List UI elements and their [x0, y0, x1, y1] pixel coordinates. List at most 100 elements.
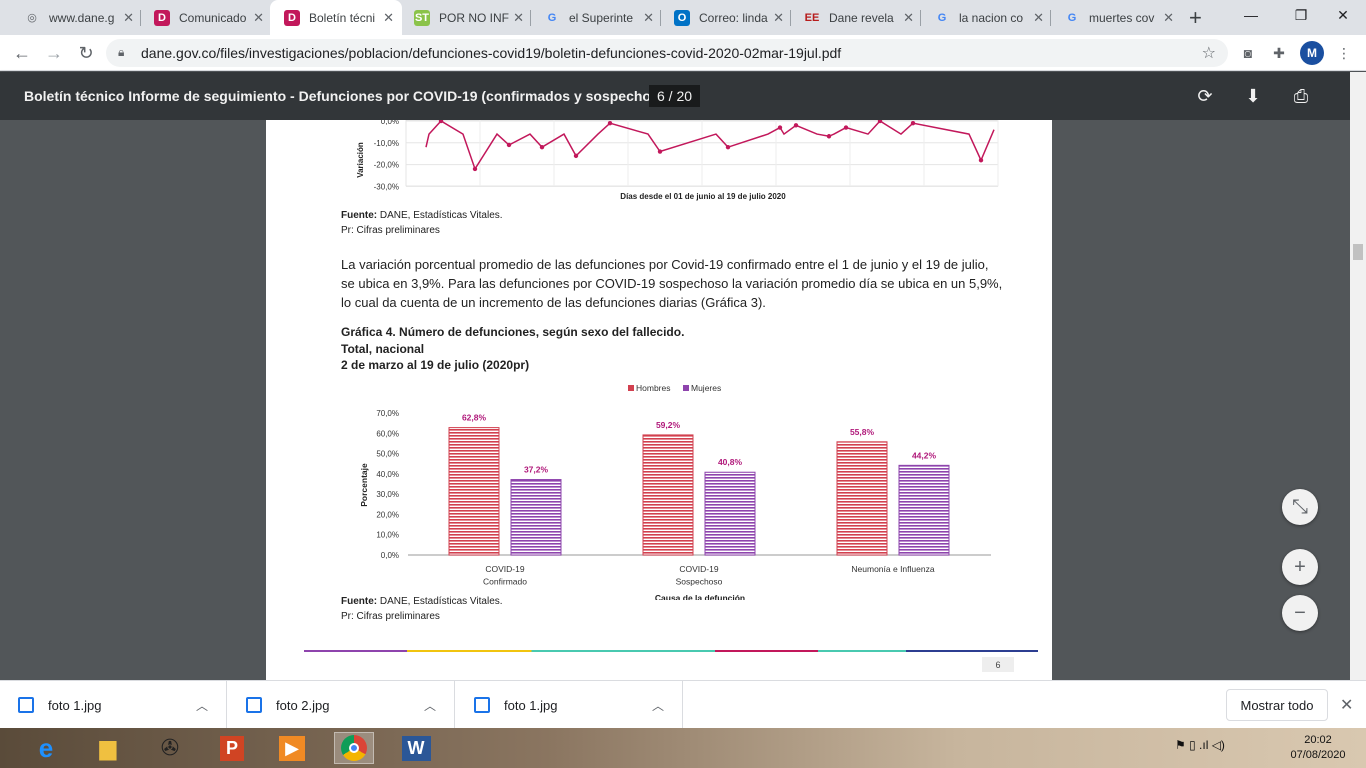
outlook-icon: O: [674, 9, 690, 26]
chevron-up-icon[interactable]: ︿: [651, 698, 664, 713]
tab-label: muertes cov: [1089, 10, 1155, 25]
browser-tab[interactable]: ◎ www.dane.g ✕: [10, 0, 142, 35]
data-point: [506, 142, 512, 148]
download-item[interactable]: foto 1.jpg ︿: [456, 681, 683, 729]
close-tab-icon[interactable]: ✕: [773, 9, 784, 25]
y-tick-label: 10,0%: [376, 531, 399, 540]
restore-button[interactable]: ❐: [1294, 6, 1308, 23]
internet-explorer-icon[interactable]: e: [38, 732, 54, 763]
download-item[interactable]: foto 2.jpg ︿: [228, 681, 455, 729]
google-icon: G: [937, 11, 947, 24]
media-player-icon[interactable]: ✇: [160, 735, 180, 760]
close-tab-icon[interactable]: ✕: [1163, 9, 1174, 25]
chart-title: Gráfica 4. Número de defunciones, según …: [341, 325, 685, 372]
data-point: [539, 144, 545, 150]
bar: [448, 427, 500, 556]
page-indicator[interactable]: 6 / 20: [649, 85, 701, 107]
browser-tab[interactable]: D Boletín técni ✕: [270, 0, 402, 35]
bar: [642, 434, 694, 556]
zoom-out-button[interactable]: −: [1282, 595, 1318, 631]
address-bar[interactable]: 🔒︎ dane.gov.co/files/investigaciones/pob…: [106, 39, 1228, 67]
data-label: 37,2%: [524, 465, 549, 475]
bookmark-star-icon[interactable]: ☆: [1201, 45, 1216, 62]
browser-tab[interactable]: D Comunicado ✕: [140, 0, 272, 35]
globe-icon: ◎: [27, 12, 37, 24]
close-downloads-icon[interactable]: ✕: [1340, 697, 1354, 714]
prelim-note-2: Pr: Cifras preliminares: [341, 611, 440, 622]
ee-logo-icon: EE: [804, 11, 820, 24]
close-tab-icon[interactable]: ✕: [383, 9, 394, 25]
browser-tab[interactable]: O Correo: linda ✕: [660, 0, 792, 35]
legend-swatch: [628, 385, 634, 391]
tab-label: www.dane.g: [49, 10, 115, 25]
data-label: 59,2%: [656, 420, 681, 430]
download-item[interactable]: foto 1.jpg ︿: [0, 681, 227, 729]
menu-kebab-icon[interactable]: ⋮: [1337, 44, 1351, 61]
new-tab-button[interactable]: +: [1189, 5, 1202, 30]
series-line: [425, 120, 995, 171]
minimize-button[interactable]: —: [1244, 7, 1258, 23]
close-tab-icon[interactable]: ✕: [123, 9, 134, 25]
close-window-button[interactable]: ✕: [1337, 6, 1349, 23]
x-tick-label: COVID-19: [485, 564, 524, 574]
show-all-button[interactable]: Mostrar todo: [1226, 689, 1328, 721]
close-tab-icon[interactable]: ✕: [513, 9, 524, 25]
forward-arrow-icon[interactable]: →: [45, 42, 63, 63]
chevron-up-icon[interactable]: ︿: [195, 698, 208, 713]
legend-swatch: [683, 385, 689, 391]
x-axis-label: Días desde el 01 de junio al 19 de julio…: [620, 192, 786, 201]
pdf-page: 0,0% -10,0% -20,0% -30,0% Variación Días desd…: [266, 120, 1052, 680]
y-axis-label: Variación: [356, 142, 365, 178]
dane-logo-icon: D: [154, 9, 170, 26]
data-point: [793, 123, 799, 128]
data-point: [657, 149, 663, 154]
y-tick-label: 0,0%: [381, 120, 399, 126]
rotate-icon[interactable]: ⟳: [1197, 85, 1213, 106]
download-icon[interactable]: ⬇: [1245, 85, 1261, 106]
close-tab-icon[interactable]: ✕: [253, 9, 264, 25]
close-tab-icon[interactable]: ✕: [643, 9, 654, 25]
chrome-icon[interactable]: [334, 732, 374, 764]
system-tray[interactable]: ⚑ ▯ .ıl ◁): [1175, 738, 1225, 752]
reload-icon[interactable]: ↻: [78, 42, 94, 63]
powerpoint-icon[interactable]: P: [212, 732, 252, 764]
data-point: [910, 120, 916, 126]
x-tick-label: Sospechoso: [676, 577, 723, 587]
zoom-in-button[interactable]: +: [1282, 549, 1318, 585]
x-tick-label: Confirmado: [483, 577, 527, 587]
browser-tab[interactable]: ST POR NO INF ✕: [400, 0, 532, 35]
prelim-note-1: Pr: Cifras preliminares: [341, 225, 440, 236]
close-tab-icon[interactable]: ✕: [1033, 9, 1044, 25]
data-point: [472, 166, 478, 172]
tab-separator: [530, 10, 531, 26]
browser-tab[interactable]: EE Dane revela ✕: [790, 0, 922, 35]
data-point: [978, 158, 984, 163]
scrollbar-thumb[interactable]: [1353, 244, 1363, 260]
word-icon[interactable]: W: [396, 732, 436, 764]
data-point: [438, 120, 444, 124]
fit-page-icon[interactable]: ⤡: [1282, 489, 1318, 525]
y-tick-label: -30,0%: [374, 182, 399, 191]
profile-avatar[interactable]: M: [1300, 41, 1324, 65]
video-player-icon[interactable]: ▶: [272, 732, 312, 764]
tab-separator: [1050, 10, 1051, 26]
extensions-puzzle-icon[interactable]: ✚: [1273, 44, 1285, 61]
scrollbar[interactable]: [1350, 72, 1366, 680]
tab-separator: [920, 10, 921, 26]
print-icon[interactable]: ⎙: [1293, 85, 1309, 106]
back-arrow-icon[interactable]: ←: [13, 42, 31, 63]
clock[interactable]: 20:02 07/08/2020: [1290, 734, 1346, 761]
chevron-up-icon[interactable]: ︿: [423, 698, 436, 713]
url-text[interactable]: dane.gov.co/files/investigaciones/poblac…: [141, 45, 842, 61]
close-tab-icon[interactable]: ✕: [903, 9, 914, 25]
bar: [510, 479, 562, 556]
tab-label: Boletín técni: [309, 10, 376, 25]
file-explorer-icon[interactable]: ▆: [99, 735, 117, 760]
taskbar: e ▆ ✇ P ▶ W ⚑ ▯ .ıl ◁) 20:02 07/08/2020: [0, 728, 1366, 768]
bar: [704, 471, 756, 556]
y-tick-label: 0,0%: [381, 551, 399, 560]
incognito-mask-icon[interactable]: ◙: [1243, 45, 1253, 61]
